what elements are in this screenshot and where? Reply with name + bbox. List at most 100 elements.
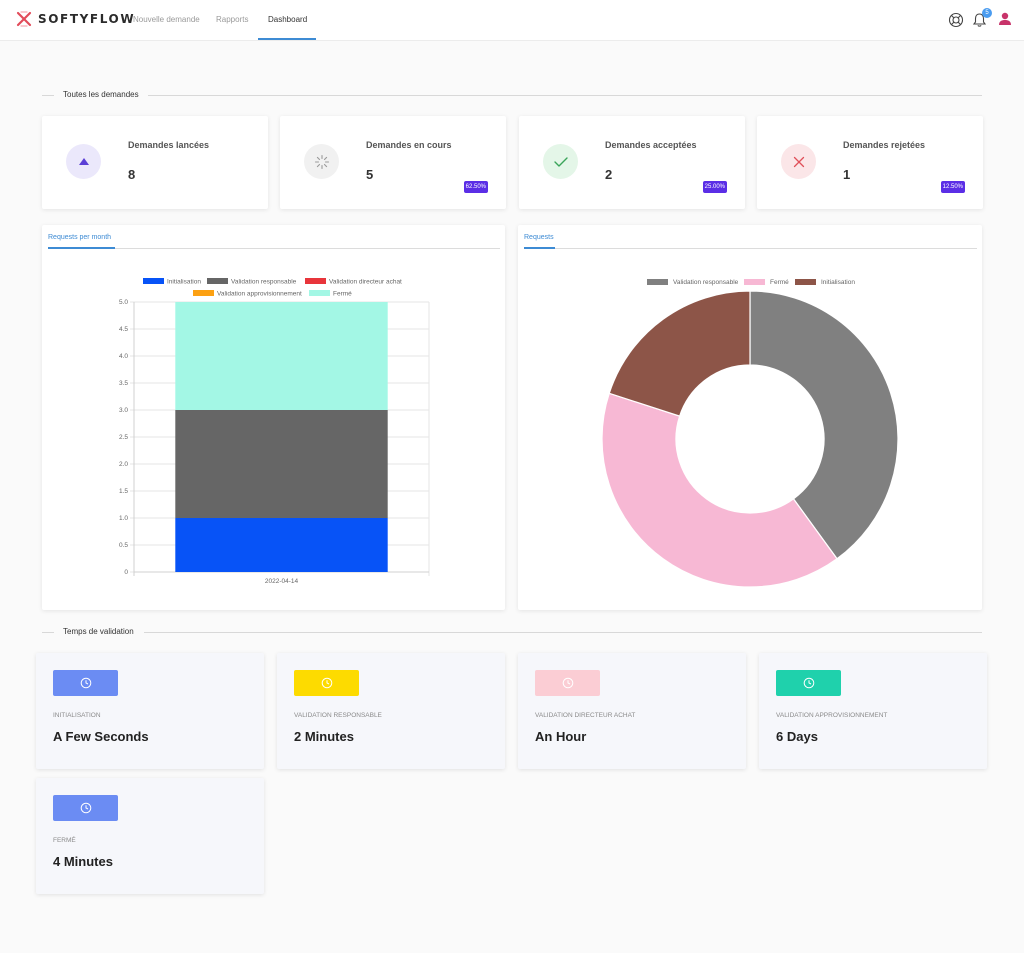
nav-active-indicator — [258, 38, 316, 40]
nav-dashboard[interactable]: Dashboard — [268, 15, 308, 24]
tab-active-indicator — [48, 247, 115, 249]
section-title-all-requests: Toutes les demandes — [42, 89, 982, 101]
stat-icon-wrap — [66, 144, 101, 179]
percent-badge: 12.50% — [940, 181, 965, 193]
legend-label[interactable]: Validation approvisionnement — [217, 291, 302, 298]
stat-card-launched: Demandes lancées 8 — [42, 116, 268, 209]
validation-time-card: Validation responsable 2 Minutes — [277, 653, 505, 769]
y-tick-label: 2.0 — [119, 461, 128, 468]
section-title-text: Temps de validation — [63, 627, 134, 636]
stat-icon-wrap — [304, 144, 339, 179]
legend-label[interactable]: Fermé — [333, 291, 352, 298]
y-tick-label: 2.5 — [119, 434, 128, 441]
validation-time-value: 6 Days — [776, 729, 818, 744]
stat-card-rejected: Demandes rejetées 1 12.50% — [757, 116, 983, 209]
legend-label[interactable]: Validation responsable — [673, 279, 739, 286]
x-tick-label: 2022-04-14 — [265, 578, 299, 585]
y-tick-label: 0.5 — [119, 542, 128, 549]
y-tick-label: 3.5 — [119, 380, 128, 387]
validation-time-card: Fermé 4 Minutes — [36, 778, 264, 894]
legend-swatch[interactable] — [647, 279, 668, 285]
y-tick-label: 4.0 — [119, 353, 128, 360]
legend-swatch[interactable] — [193, 290, 214, 296]
legend-swatch[interactable] — [143, 278, 164, 284]
y-tick-label: 0 — [124, 569, 128, 576]
nav-rapports[interactable]: Rapports — [216, 15, 249, 24]
donut-slice[interactable] — [749, 290, 899, 560]
support-icon[interactable] — [948, 12, 964, 28]
clock-icon-wrap — [53, 670, 118, 696]
clock-icon — [321, 677, 332, 689]
legend-swatch[interactable] — [795, 279, 816, 285]
clock-icon-wrap — [776, 670, 841, 696]
legend-label[interactable]: Validation directeur achat — [329, 279, 402, 286]
stat-title: Demandes lancées — [128, 140, 210, 150]
stat-icon-wrap — [543, 144, 578, 179]
divider — [144, 632, 982, 633]
stat-title: Demandes rejetées — [843, 140, 926, 150]
legend-label[interactable]: Validation responsable — [231, 279, 297, 286]
tab-active-indicator — [524, 247, 555, 249]
percent-badge: 25.00% — [702, 181, 727, 193]
validation-time-value: A Few Seconds — [53, 729, 149, 744]
clock-icon-wrap — [535, 670, 600, 696]
notification-badge: 5 — [982, 8, 992, 18]
chart-card-requests-per-month: Requests per month Initialisation Validat… — [42, 225, 505, 610]
percent-badge: 62.50% — [463, 181, 488, 193]
validation-time-value: 2 Minutes — [294, 729, 354, 744]
user-icon[interactable] — [998, 12, 1012, 26]
stat-value: 5 — [366, 167, 374, 182]
y-tick-label: 1.5 — [119, 488, 128, 495]
softyflow-logo-icon — [16, 11, 32, 27]
chart-card-requests: Requests Validation responsable Fermé Init… — [518, 225, 982, 610]
stat-card-accepted: Demandes acceptées 2 25.00% — [519, 116, 745, 209]
clock-icon — [80, 802, 91, 814]
y-tick-label: 5.0 — [119, 299, 128, 306]
legend-swatch[interactable] — [207, 278, 228, 284]
legend-label[interactable]: Initialisation — [167, 279, 201, 286]
spinner-icon — [314, 154, 329, 169]
brand-logo[interactable]: SOFTYFLOW — [16, 11, 135, 27]
tab-requests[interactable]: Requests — [524, 234, 554, 241]
validation-time-card: Validation directeur achat An Hour — [518, 653, 746, 769]
clock-icon — [80, 677, 91, 689]
validation-step-label: Initialisation — [53, 712, 101, 719]
legend-label[interactable]: Initialisation — [821, 279, 855, 286]
y-tick-label: 3.0 — [119, 407, 128, 414]
divider — [42, 95, 54, 96]
y-tick-label: 4.5 — [119, 326, 128, 333]
stat-title: Demandes en cours — [366, 140, 452, 150]
legend-swatch[interactable] — [305, 278, 326, 284]
validation-step-label: Fermé — [53, 837, 76, 844]
close-icon — [793, 156, 804, 167]
stat-value: 1 — [843, 167, 851, 182]
validation-step-label: Validation approvisionnement — [776, 712, 888, 719]
top-navbar: SOFTYFLOW Nouvelle demande Rapports Dash… — [0, 0, 1024, 41]
stat-value: 2 — [605, 167, 613, 182]
clock-icon-wrap — [53, 795, 118, 821]
validation-step-label: Validation directeur achat — [535, 712, 636, 719]
stat-value: 8 — [128, 167, 136, 182]
validation-time-card: Initialisation A Few Seconds — [36, 653, 264, 769]
donut-slice[interactable] — [608, 290, 751, 417]
validation-time-card: Validation approvisionnement 6 Days — [759, 653, 987, 769]
validation-time-value: An Hour — [535, 729, 587, 744]
stat-title: Demandes acceptées — [605, 140, 697, 150]
check-icon — [553, 156, 568, 167]
validation-step-label: Validation responsable — [294, 712, 382, 719]
bar-segment[interactable] — [175, 410, 388, 518]
legend-swatch[interactable] — [309, 290, 330, 296]
legend-swatch[interactable] — [744, 279, 765, 285]
y-tick-label: 1.0 — [119, 515, 128, 522]
clock-icon — [803, 677, 814, 689]
clock-icon-wrap — [294, 670, 359, 696]
donut-chart: Validation responsable Fermé Initialisatio… — [601, 279, 899, 588]
bar-segment[interactable] — [175, 302, 388, 410]
nav-nouvelle-demande[interactable]: Nouvelle demande — [133, 15, 200, 24]
bar-segment[interactable] — [175, 518, 388, 572]
section-title-text: Toutes les demandes — [63, 90, 139, 99]
triangle-up-icon — [78, 157, 89, 165]
legend-label[interactable]: Fermé — [770, 279, 789, 286]
donut-slice[interactable] — [601, 392, 838, 588]
tab-requests-per-month[interactable]: Requests per month — [48, 234, 112, 241]
